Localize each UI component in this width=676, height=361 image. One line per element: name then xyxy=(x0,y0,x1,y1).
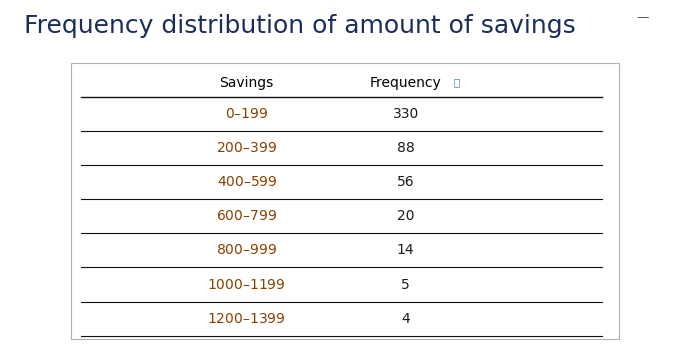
Text: 88: 88 xyxy=(397,141,414,155)
Text: —: — xyxy=(637,11,649,24)
Text: $0–$199: $0–$199 xyxy=(225,107,268,121)
Text: Frequency distribution of amount of savings: Frequency distribution of amount of savi… xyxy=(24,14,575,38)
Text: 20: 20 xyxy=(397,209,414,223)
Text: Savings: Savings xyxy=(220,76,274,90)
Text: 5: 5 xyxy=(402,278,410,292)
Text: Frequency: Frequency xyxy=(370,76,441,90)
Text: $1000–$1199: $1000–$1199 xyxy=(208,278,286,292)
Text: 56: 56 xyxy=(397,175,414,189)
Text: $1200–$1399: $1200–$1399 xyxy=(208,312,286,326)
Text: 4: 4 xyxy=(402,312,410,326)
Text: 14: 14 xyxy=(397,243,414,257)
Text: ⧉: ⧉ xyxy=(453,77,460,87)
Text: $600–$799: $600–$799 xyxy=(216,209,277,223)
Text: $400–$599: $400–$599 xyxy=(216,175,277,189)
Text: $800–$999: $800–$999 xyxy=(216,243,277,257)
Text: 330: 330 xyxy=(393,107,418,121)
Text: $200–$399: $200–$399 xyxy=(216,141,277,155)
